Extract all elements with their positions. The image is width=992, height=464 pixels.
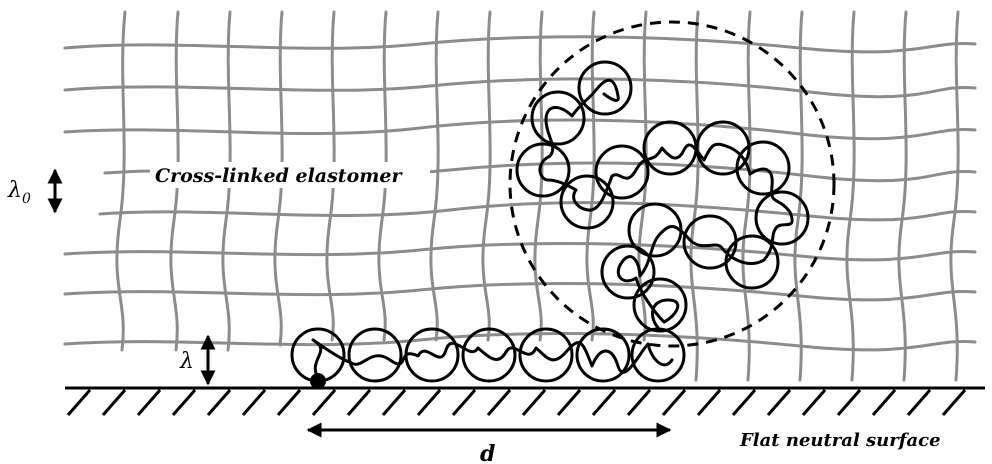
mesh-horizontal-strand <box>63 77 977 99</box>
adsorbed-blob-row <box>290 327 686 383</box>
mesh-vertical-strand <box>689 10 700 382</box>
blob <box>575 327 631 383</box>
mesh-vertical-strand <box>273 10 284 347</box>
coiled-blob-group <box>515 60 810 333</box>
chain-segment <box>311 338 674 380</box>
blob <box>530 90 586 146</box>
blob <box>695 120 751 176</box>
blob <box>559 174 615 230</box>
mesh-horizontal-strand <box>63 118 977 141</box>
blob <box>515 142 571 198</box>
mesh-vertical-strand <box>169 10 180 352</box>
elastomer-label: Cross-linked elastomer <box>155 165 403 187</box>
distance-label: d <box>480 441 495 464</box>
mesh-vertical-strand <box>221 10 232 352</box>
coil-envelope-dashed-circle <box>508 20 836 348</box>
mesh-horizontal-strand <box>63 241 977 262</box>
mesh-vertical-strand <box>897 10 908 382</box>
mesh-horizontal-strand <box>63 281 977 302</box>
lambda0-symbol: λ0 <box>7 178 31 207</box>
blob <box>600 244 656 300</box>
mesh-vertical-strand <box>741 10 752 382</box>
blob <box>735 140 791 196</box>
mesh-vertical-strand <box>585 10 596 342</box>
mesh-vertical-strand <box>793 10 804 382</box>
mesh-vertical-strand <box>637 10 648 342</box>
mesh-vertical-strand <box>845 10 856 382</box>
chain-anchor-end <box>310 373 326 389</box>
blob <box>347 327 403 383</box>
blob <box>518 327 574 383</box>
chain-segment <box>538 78 794 332</box>
mesh-vertical-strand <box>115 10 127 352</box>
blob <box>642 120 698 176</box>
blob <box>461 327 517 383</box>
mesh-vertical-strand <box>949 10 960 382</box>
polymer-chain-path <box>310 78 794 389</box>
surface-hatching <box>66 389 967 416</box>
mesh-vertical-strand <box>429 10 440 342</box>
lambda-symbol: λ <box>179 349 194 374</box>
surface-label: Flat neutral surface <box>739 430 941 451</box>
mesh-vertical-strand <box>481 10 492 342</box>
mesh-vertical-strand <box>533 10 544 342</box>
mesh-vertical-strand <box>377 10 388 342</box>
elastomer-network <box>63 10 977 382</box>
mesh-horizontal-strand <box>63 35 977 54</box>
blob <box>594 144 650 200</box>
blob <box>577 60 633 116</box>
blob <box>754 190 810 246</box>
blob <box>682 214 738 270</box>
label-backdrop <box>150 162 430 188</box>
mesh-vertical-strand <box>325 10 336 342</box>
